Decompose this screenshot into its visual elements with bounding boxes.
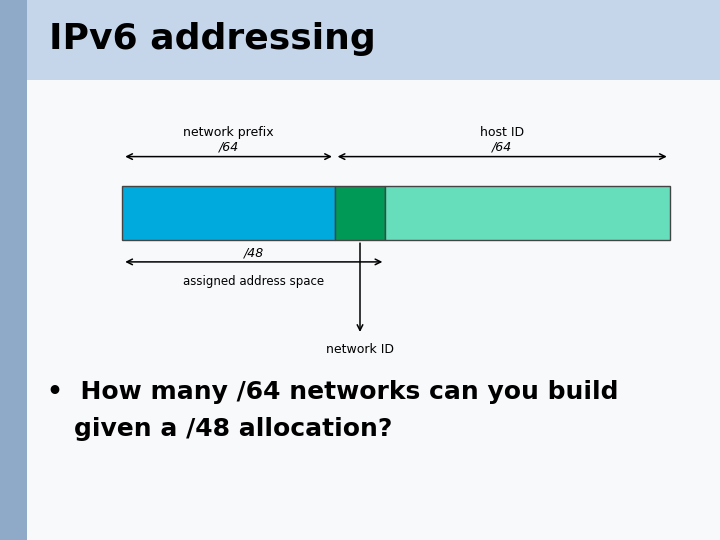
Text: /64: /64 [218, 141, 239, 154]
Bar [122, 186, 335, 240]
Text: IPv6 addressing: IPv6 addressing [49, 22, 376, 56]
Bar [385, 186, 670, 240]
Text: /48: /48 [243, 247, 264, 260]
Text: network prefix: network prefix [184, 126, 274, 139]
Bar [0, 0, 27, 540]
Text: /64: /64 [492, 141, 513, 154]
Text: assigned address space: assigned address space [183, 275, 325, 288]
Text: given a /48 allocation?: given a /48 allocation? [74, 417, 392, 441]
Bar [335, 186, 385, 240]
Text: network ID: network ID [326, 343, 394, 356]
Bar [27, 80, 720, 540]
Text: host ID: host ID [480, 126, 524, 139]
Text: •  How many /64 networks can you build: • How many /64 networks can you build [47, 380, 618, 403]
Bar [27, 0, 720, 80]
